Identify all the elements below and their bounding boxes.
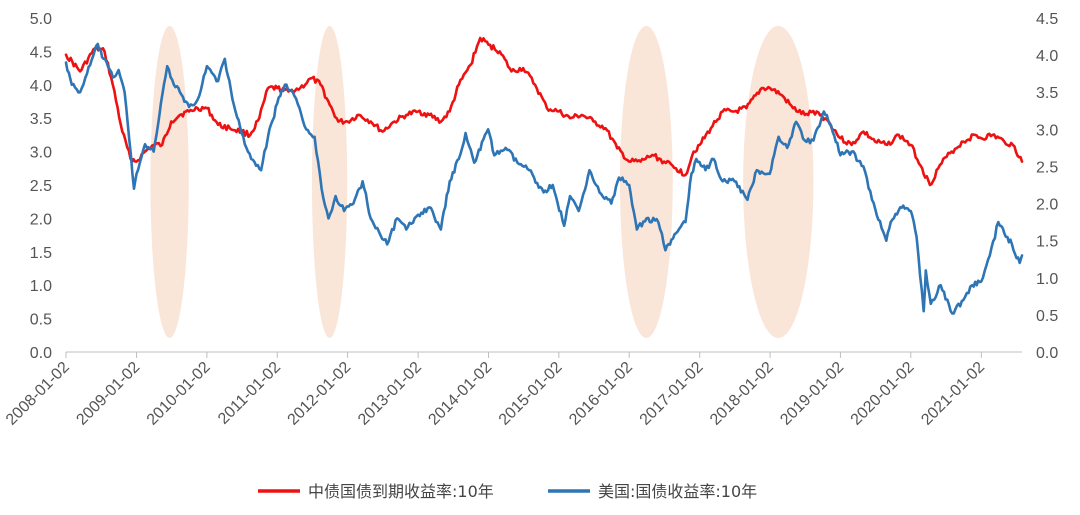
y-right-tick-label: 2.5 [1036,159,1058,176]
x-tick-label: 2010-01-02 [144,359,214,429]
y-right-tick-label: 1.0 [1036,271,1058,288]
y-right-tick-label: 1.5 [1036,234,1058,251]
x-tick-label: 2020-01-02 [848,359,918,429]
y-right-tick-label: 3.0 [1036,122,1058,139]
x-tick-label: 2014-01-02 [425,359,495,429]
y-left-tick-label: 4.0 [30,78,52,95]
y-left-tick-label: 4.5 [30,44,52,61]
y-right-tick-label: 0.0 [1036,345,1058,362]
series-lines [64,36,1024,315]
x-tick-label: 2016-01-02 [566,359,636,429]
highlight-ellipse-3 [619,26,673,338]
series-line-2 [64,42,1024,315]
x-tick-label: 2019-01-02 [777,359,847,429]
legend-label-2: 美国:国债收益率:10年 [598,482,757,501]
highlight-ellipse-4 [743,26,814,338]
x-tick-label: 2009-01-02 [73,359,143,429]
y-left-tick-label: 5.0 [30,11,52,28]
y-left-tick-label: 2.0 [30,211,52,228]
y-left-tick-label: 1.5 [30,245,52,262]
x-tick-label: 2008-01-02 [3,359,73,429]
axes [65,351,1022,358]
x-tick-label: 2021-01-02 [918,359,988,429]
x-tick-label: 2018-01-02 [707,359,777,429]
x-tick-label: 2015-01-02 [496,359,566,429]
y-right-tick-label: 4.0 [1036,48,1058,65]
y-left-tick-label: 1.0 [30,278,52,295]
x-tick-label: 2011-01-02 [215,359,284,428]
y-left-tick-label: 0.0 [30,345,52,362]
y-right-tick-label: 4.5 [1036,11,1058,28]
y-right-tick-label: 0.5 [1036,308,1058,325]
y-left-tick-label: 3.5 [30,111,52,128]
highlight-ellipse-2 [311,26,348,338]
x-tick-label: 2017-01-02 [637,359,707,429]
y-right-tick-label: 3.5 [1036,85,1058,102]
highlight-periods [150,26,814,338]
y-left-tick-label: 2.5 [30,178,52,195]
y-right-tick-label: 2.0 [1036,197,1058,214]
legend: 中债国债到期收益率:10年 美国:国债收益率:10年 [258,482,757,501]
x-tick-label: 2012-01-02 [285,359,355,429]
series-line-1 [64,36,1024,187]
x-tick-label: 2013-01-02 [355,359,425,429]
legend-label-1: 中债国债到期收益率:10年 [308,482,494,501]
y-left-tick-label: 3.0 [30,145,52,162]
y-left-tick-label: 0.5 [30,312,52,329]
